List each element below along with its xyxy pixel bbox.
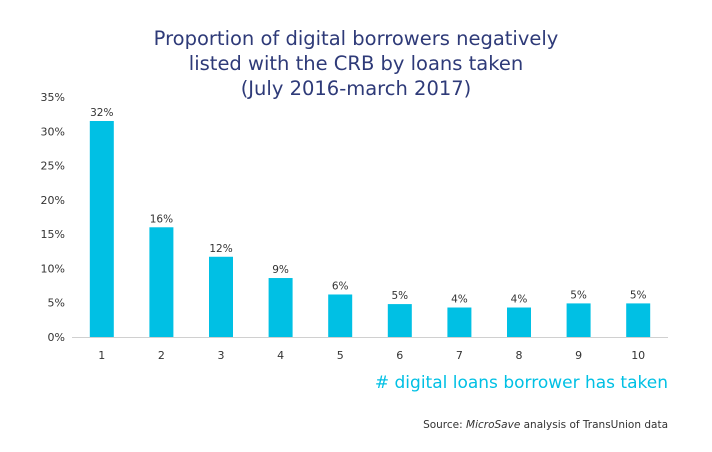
- y-tick-label: 0%: [48, 331, 65, 344]
- x-axis-label: # digital loans borrower has taken: [374, 373, 668, 393]
- source-suffix: analysis of TransUnion data: [520, 419, 668, 431]
- data-label: 12%: [209, 243, 232, 255]
- data-label: 5%: [391, 290, 408, 302]
- source-note: Source: MicroSave analysis of TransUnion…: [423, 419, 668, 431]
- x-tick-label: 2: [158, 349, 165, 362]
- bar: [268, 278, 293, 337]
- bar: [507, 307, 531, 337]
- x-axis: 1 2 3 4 5 6 7 8 9 10: [72, 337, 668, 362]
- y-tick-label: 30%: [41, 125, 65, 138]
- data-label: 32%: [90, 107, 113, 119]
- y-tick-label: 15%: [41, 228, 65, 241]
- y-axis: 0% 5% 10% 15% 20% 25% 30% 35%: [41, 91, 65, 344]
- bars: [89, 121, 651, 337]
- y-tick-label: 5%: [48, 297, 65, 310]
- data-label: 6%: [332, 280, 349, 292]
- bar: [447, 307, 472, 337]
- chart-title: Proportion of digital borrowers negative…: [0, 26, 712, 101]
- x-tick-label: 5: [337, 349, 344, 362]
- x-tick-label: 4: [277, 349, 284, 362]
- x-tick-label: 10: [631, 349, 645, 362]
- bar: [209, 256, 233, 337]
- data-label: 9%: [272, 264, 289, 276]
- y-tick-label: 35%: [41, 91, 65, 104]
- chart-title-line-2: listed with the CRB by loans taken: [188, 52, 524, 75]
- chart-title-line-3: (July 2016-march 2017): [240, 77, 472, 100]
- y-tick-label: 20%: [41, 194, 65, 207]
- x-tick-label: 3: [218, 349, 225, 362]
- bar: [328, 294, 353, 337]
- data-label: 5%: [570, 289, 587, 301]
- x-tick-label: 9: [575, 349, 582, 362]
- data-labels: 32% 16% 12% 9% 6% 5% 4% 4% 5% 5%: [90, 107, 646, 306]
- bar: [89, 121, 114, 337]
- data-label: 4%: [511, 294, 528, 306]
- source-emphasis: MicroSave: [466, 419, 521, 431]
- x-tick-label: 8: [516, 349, 523, 362]
- y-tick-label: 10%: [41, 262, 65, 275]
- bar: [387, 304, 412, 337]
- y-tick-label: 25%: [41, 160, 65, 173]
- x-tick-label: 7: [456, 349, 463, 362]
- bar: [149, 227, 174, 337]
- data-label: 16%: [150, 213, 173, 225]
- source-prefix: Source:: [423, 419, 467, 431]
- chart-title-line-1: Proportion of digital borrowers negative…: [153, 27, 559, 50]
- bar: [626, 303, 651, 337]
- bar: [566, 303, 591, 337]
- data-label: 4%: [451, 294, 468, 306]
- x-tick-label: 6: [396, 349, 403, 362]
- x-tick-label: 1: [98, 349, 105, 362]
- data-label: 5%: [630, 289, 647, 301]
